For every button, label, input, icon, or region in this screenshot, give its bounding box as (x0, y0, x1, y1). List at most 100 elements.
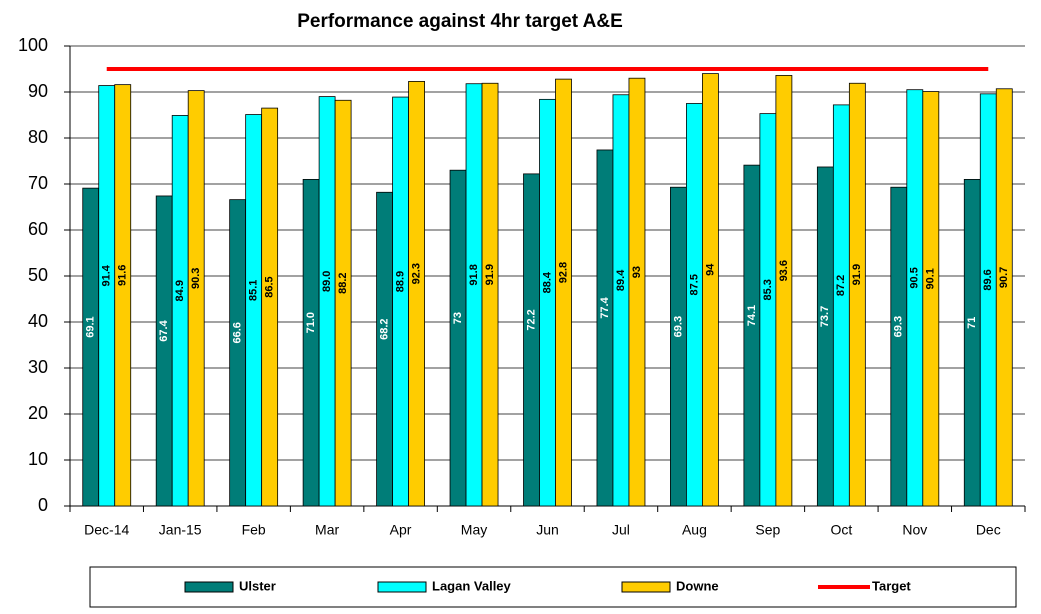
legend-label: Downe (676, 578, 719, 593)
y-tick-label: 100 (18, 35, 48, 55)
bar (906, 89, 924, 507)
data-label: 71.0 (305, 312, 317, 333)
legend-swatch (184, 581, 234, 593)
data-label: 89.6 (982, 269, 994, 290)
data-label: 71 (966, 317, 978, 329)
data-label: 90.7 (998, 267, 1010, 288)
data-label: 91.8 (468, 264, 480, 285)
data-label: 88.9 (394, 271, 406, 292)
bar (539, 98, 556, 507)
x-tick-label: Jun (536, 522, 559, 538)
x-tick-label: Feb (242, 522, 266, 538)
bar (523, 173, 540, 507)
bar (408, 81, 425, 507)
x-tick-label: Nov (902, 522, 927, 538)
y-tick-label: 50 (28, 265, 48, 285)
bar (82, 187, 100, 507)
bar (376, 191, 393, 507)
bar (612, 94, 630, 507)
y-tick-label: 10 (28, 449, 48, 469)
bar (816, 166, 834, 507)
data-label: 91.9 (851, 264, 863, 285)
data-label: 87.2 (835, 275, 847, 296)
data-label: 92.3 (410, 263, 422, 284)
y-tick-label: 60 (28, 219, 48, 239)
x-tick-label: Oct (830, 522, 852, 538)
bar (995, 88, 1013, 507)
bar (628, 77, 646, 507)
data-label: 85.3 (762, 279, 774, 300)
bar (596, 149, 614, 507)
legend-label: Target (872, 578, 911, 593)
data-label: 93.6 (778, 260, 790, 281)
bar (98, 85, 116, 507)
x-tick-label: Jul (612, 522, 630, 538)
bar (318, 96, 336, 507)
bar (702, 73, 719, 507)
bar (775, 75, 793, 507)
data-label: 84.9 (174, 280, 186, 301)
x-tick-label: Mar (315, 522, 339, 538)
x-tick-label: Dec (976, 522, 1001, 538)
data-label: 90.5 (909, 267, 921, 288)
bar (832, 104, 850, 507)
y-tick-label: 70 (28, 173, 48, 193)
bar (670, 186, 687, 507)
bar (963, 178, 981, 507)
data-label: 85.1 (248, 280, 260, 301)
bar (922, 91, 940, 507)
bar (481, 82, 499, 507)
bar (759, 113, 777, 507)
legend-label: Lagan Valley (432, 578, 512, 593)
data-label: 88.4 (541, 271, 553, 293)
bar (392, 96, 409, 507)
y-tick-label: 20 (28, 403, 48, 423)
x-tick-label: Aug (682, 522, 707, 538)
bar (171, 115, 189, 507)
data-label: 88.2 (337, 272, 349, 293)
x-tick-label: Apr (390, 522, 412, 538)
bar (334, 99, 352, 507)
bar (229, 199, 247, 507)
data-label: 72.2 (525, 309, 537, 330)
bar (848, 82, 866, 507)
chart-title: Performance against 4hr target A&E (297, 11, 623, 32)
bar (261, 107, 279, 507)
data-label: 92.8 (557, 262, 569, 283)
data-label: 68.2 (378, 318, 390, 339)
data-label: 69.3 (672, 316, 684, 337)
data-label: 69.1 (85, 316, 97, 337)
bar (155, 195, 173, 507)
y-tick-label: 90 (28, 81, 48, 101)
bar (245, 114, 263, 507)
data-label: 93 (631, 266, 643, 278)
data-label: 90.3 (190, 268, 202, 289)
data-label: 74.1 (746, 305, 758, 326)
y-tick-label: 80 (28, 127, 48, 147)
data-label: 69.3 (893, 316, 905, 337)
bar (187, 90, 205, 507)
legend-label: Ulster (239, 578, 276, 593)
y-tick-label: 40 (28, 311, 48, 331)
x-tick-label: Sep (755, 522, 780, 538)
bar (555, 78, 572, 507)
bar (743, 164, 761, 507)
data-label: 91.4 (101, 264, 113, 286)
data-label: 66.6 (232, 322, 244, 343)
bar (302, 178, 320, 507)
bar (449, 169, 467, 507)
bar (686, 103, 703, 507)
data-label: 90.1 (925, 268, 937, 289)
data-label: 89.0 (321, 271, 333, 292)
legend-swatch (621, 581, 671, 593)
data-label: 94 (704, 263, 716, 276)
bar (979, 93, 997, 507)
legend-swatch (377, 581, 427, 593)
data-label: 73.7 (819, 306, 831, 327)
x-tick-label: Jan-15 (159, 522, 202, 538)
y-tick-label: 30 (28, 357, 48, 377)
bar (114, 84, 132, 507)
data-label: 67.4 (158, 319, 170, 341)
